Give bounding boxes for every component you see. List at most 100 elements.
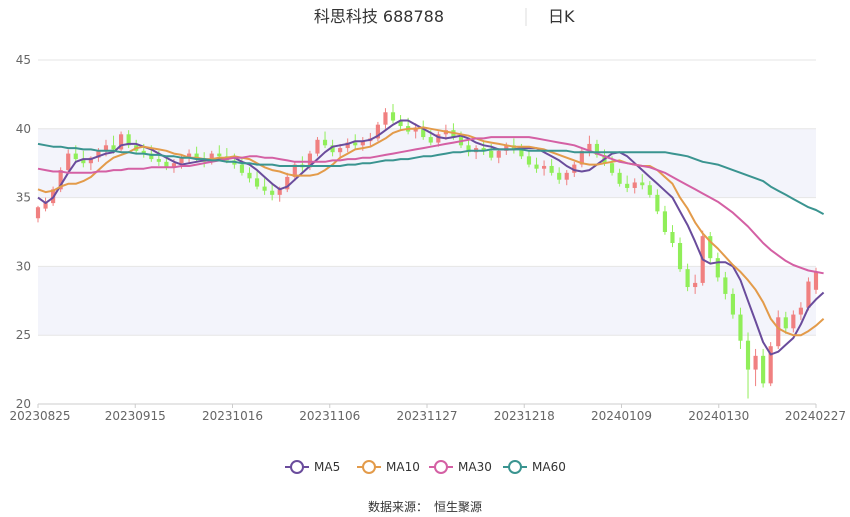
line-ma60	[37, 142, 825, 215]
candle-body	[723, 277, 728, 294]
candle	[640, 174, 645, 190]
candle	[375, 121, 380, 142]
candle-body	[390, 112, 396, 121]
candle	[549, 159, 554, 176]
candle-body	[655, 194, 660, 212]
y-tick-label: 45	[16, 53, 31, 67]
legend-label: MA30	[458, 460, 492, 474]
candle-body	[617, 172, 622, 184]
legend-item-ma30[interactable]: MA30	[429, 460, 492, 474]
candle-body	[338, 148, 343, 153]
candle	[738, 307, 743, 349]
candle	[542, 160, 547, 176]
candle-body	[292, 164, 297, 177]
candle	[398, 115, 403, 131]
candle	[186, 149, 192, 164]
candle-body	[708, 236, 713, 259]
candle-body	[783, 317, 788, 329]
chart-header: 科思科技 688788 日K	[314, 7, 575, 26]
period-label[interactable]: 日K	[548, 7, 575, 26]
candle-body	[353, 142, 358, 146]
candle	[745, 332, 751, 399]
candle-body	[217, 153, 222, 157]
candle-body	[776, 317, 781, 347]
candle	[466, 139, 471, 157]
candle-body	[164, 161, 169, 168]
candle	[262, 178, 267, 195]
candle	[254, 171, 260, 190]
x-tick-label: 20240109	[591, 409, 652, 423]
candle	[655, 189, 660, 215]
candle	[594, 139, 600, 158]
candle-body	[428, 137, 433, 143]
candle-body	[43, 203, 48, 209]
x-tick-label: 20231127	[396, 409, 457, 423]
candle	[330, 139, 335, 157]
candle-body	[662, 211, 668, 232]
candle-body	[141, 150, 146, 154]
candle-body	[519, 149, 524, 157]
candle	[270, 183, 275, 201]
candle	[647, 181, 652, 198]
candle-body	[398, 120, 403, 127]
shaded-band-0	[38, 266, 816, 336]
x-axis: 20230825 20230915 20231016 20231106 20231127…	[9, 403, 846, 423]
candle	[783, 311, 788, 334]
y-tick-label: 25	[16, 328, 31, 342]
legend-marker	[508, 460, 522, 474]
source-label: 数据来源：	[368, 499, 428, 514]
legend-marker	[290, 460, 304, 474]
candle-body	[209, 153, 214, 162]
moving-average-lines	[37, 119, 825, 356]
candle	[708, 232, 713, 264]
candle-body	[481, 148, 486, 151]
candle-body	[119, 134, 124, 150]
candle	[723, 271, 728, 300]
candle	[557, 167, 562, 184]
candle	[730, 288, 735, 319]
candle-body	[360, 141, 365, 146]
x-tick-label: 20231016	[202, 409, 263, 423]
candle-body	[761, 355, 766, 384]
candle-body	[73, 153, 78, 160]
candle-body	[466, 145, 471, 153]
candle-body	[640, 182, 645, 186]
candle	[481, 141, 486, 155]
legend-item-ma60[interactable]: MA60	[503, 460, 566, 474]
candle-body	[254, 178, 260, 187]
x-tick-label: 20240227	[785, 409, 846, 423]
candle-body	[285, 176, 290, 190]
candle	[239, 157, 245, 176]
candle	[390, 104, 396, 124]
candle	[285, 172, 290, 193]
candle-body	[35, 207, 41, 219]
candle-body	[768, 346, 773, 384]
candle-body	[753, 355, 758, 370]
candle-body	[277, 189, 282, 195]
candle	[753, 348, 758, 387]
candle	[806, 277, 811, 311]
candle	[119, 131, 124, 153]
candle-body	[677, 243, 683, 270]
candle-body	[247, 172, 252, 179]
candle-body	[625, 183, 630, 188]
candle-body	[179, 157, 184, 164]
candle-body	[322, 139, 328, 146]
candle-body	[103, 145, 109, 151]
candle-body	[791, 314, 796, 329]
legend-item-ma5[interactable]: MA5	[285, 460, 340, 474]
legend: MA5 MA10 MA30 MA60	[285, 460, 566, 474]
legend-label: MA10	[386, 460, 420, 474]
chart-title: 科思科技 688788	[314, 7, 444, 26]
candle-body	[647, 185, 652, 195]
candle-body	[194, 153, 199, 160]
line-ma5	[37, 119, 825, 356]
legend-marker	[434, 460, 448, 474]
legend-marker	[362, 460, 376, 474]
candle	[43, 197, 48, 212]
y-tick-label: 30	[16, 259, 31, 273]
candle-body	[798, 307, 803, 315]
candle-body	[557, 172, 562, 180]
legend-item-ma10[interactable]: MA10	[357, 460, 420, 474]
candle	[670, 225, 675, 248]
